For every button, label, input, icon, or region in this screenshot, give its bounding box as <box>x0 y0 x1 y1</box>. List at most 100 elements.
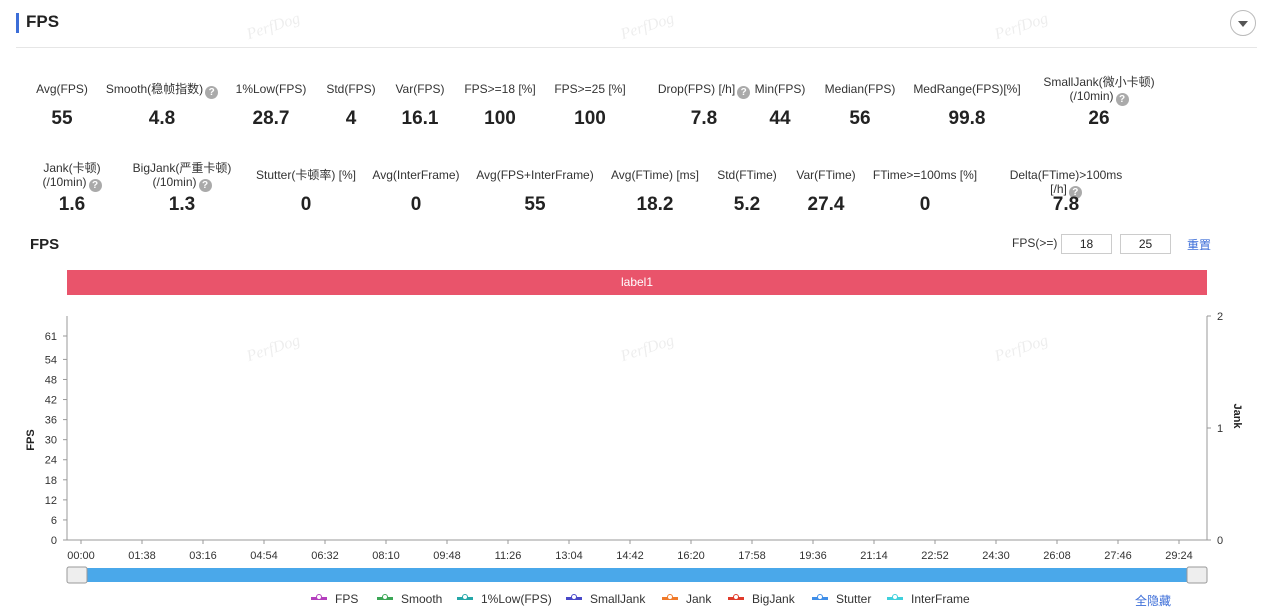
stat-value: 5.2 <box>733 194 761 215</box>
help-question-icon[interactable]: ? <box>88 179 102 192</box>
y-tick-label: 54 <box>45 354 57 366</box>
legend-item[interactable]: 1%Low(FPS) <box>457 592 552 606</box>
stat-value: 16.1 <box>401 108 439 129</box>
stat-label: Drop(FPS) [/h]? <box>639 82 769 99</box>
x-tick-label: 00:00 <box>67 550 95 562</box>
legend-item[interactable]: SmallJank <box>566 592 645 606</box>
x-tick-label: 24:30 <box>982 550 1010 562</box>
stat-label-text: Drop(FPS) [/h] <box>657 82 736 96</box>
legend-swatch-icon <box>812 594 828 601</box>
stat-stats_row1-10: MedRange(FPS)[%] 99.8 <box>902 70 1032 130</box>
fps-threshold-input-2[interactable] <box>1120 234 1171 254</box>
slider-handle-left[interactable] <box>66 566 88 584</box>
y-tick-label: 30 <box>45 435 57 447</box>
stat-label-text: Jank(卡顿) <box>43 161 101 175</box>
x-tick-label: 03:16 <box>189 550 217 562</box>
legend-label: Jank <box>686 592 712 606</box>
stat-label: FPS>=18 [%] <box>435 82 565 96</box>
stat-label: Var(FPS) <box>355 82 485 96</box>
y-tick-label: 61 <box>45 331 57 343</box>
legend-swatch-icon <box>728 594 744 601</box>
legend-label: BigJank <box>752 592 795 606</box>
x-tick-label: 22:52 <box>921 550 949 562</box>
collapse-chevron-icon[interactable] <box>1230 10 1256 36</box>
stat-label-text: Avg(FTime) [ms] <box>610 168 699 182</box>
reset-link[interactable]: 重置 <box>1187 238 1212 252</box>
help-question-icon[interactable]: ? <box>1115 93 1129 106</box>
stat-label-text: Std(FPS) <box>326 82 376 96</box>
stat-stats_row1-8: Min(FPS) 44 <box>715 70 845 130</box>
stat-stats_row2-6: Std(FTime) 5.2 <box>682 156 812 216</box>
stat-value: 56 <box>849 108 871 129</box>
legend-item[interactable]: Stutter <box>812 592 871 606</box>
legend-swatch-icon <box>311 594 327 601</box>
legend-item[interactable]: BigJank <box>728 592 795 606</box>
stat-label-text: FTime>=100ms [%] <box>872 168 978 182</box>
stat-value: 4 <box>345 108 357 129</box>
stat-value: 99.8 <box>948 108 986 129</box>
legend-dot-icon <box>733 594 739 601</box>
legend-label: Stutter <box>836 592 872 606</box>
stat-label-text: 1%Low(FPS) <box>235 82 307 96</box>
legend-item[interactable]: Smooth <box>377 592 442 606</box>
legend-item[interactable]: FPS <box>311 592 358 606</box>
legend-dot-icon <box>817 594 823 601</box>
stat-label: Var(FTime) <box>761 168 891 182</box>
x-tick-label: 26:08 <box>1043 550 1071 562</box>
section-accent-bar <box>16 13 19 33</box>
label-band[interactable]: label1 <box>67 270 1207 295</box>
legend-swatch-icon <box>566 594 582 601</box>
hide-all-button[interactable]: 全隐藏 <box>1135 594 1172 608</box>
stat-label: Avg(FTime) [ms] <box>590 168 720 182</box>
fps-threshold-input-1[interactable] <box>1061 234 1112 254</box>
legend-swatch-icon <box>662 594 678 601</box>
stat-value: 7.8 <box>1052 194 1080 215</box>
y-tick-label: 42 <box>45 395 57 407</box>
y-tick-label: 36 <box>45 415 57 427</box>
legend-dot-icon <box>892 594 898 601</box>
stat-stats_row2-1: BigJank(严重卡顿) (/10min)? 1.3 <box>117 156 247 216</box>
stat-value: 26 <box>1088 108 1110 129</box>
stat-stats_row2-7: Var(FTime) 27.4 <box>761 156 891 216</box>
stat-label-text: MedRange(FPS)[%] <box>913 82 1021 96</box>
stat-stats_row1-7: Drop(FPS) [/h]? 7.8 <box>639 70 769 130</box>
stat-label-text: Median(FPS) <box>824 82 896 96</box>
y-axis-title: FPS <box>25 429 37 450</box>
stat-stats_row1-4: Var(FPS) 16.1 <box>355 70 485 130</box>
stat-value: 27.4 <box>807 194 845 215</box>
x-tick-label: 14:42 <box>616 550 644 562</box>
stat-label: Stutter(卡顿率) [%] <box>241 168 371 182</box>
help-question-icon[interactable]: ? <box>737 86 751 99</box>
stat-label: FTime>=100ms [%] <box>860 168 990 182</box>
y-tick-label: 12 <box>45 495 57 507</box>
stat-value: 1.6 <box>58 194 86 215</box>
legend-item[interactable]: Jank <box>662 592 711 606</box>
stat-value: 55 <box>524 194 546 215</box>
stat-stats_row2-3: Avg(InterFrame) 0 <box>351 156 481 216</box>
legend-label: SmallJank <box>590 592 646 606</box>
stat-value: 18.2 <box>636 194 674 215</box>
legend-dot-icon <box>316 594 322 601</box>
stat-label-unit: (/10min) <box>152 175 197 189</box>
legend-swatch-icon <box>887 594 903 601</box>
stat-value: 0 <box>410 194 422 215</box>
stat-stats_row2-0: Jank(卡顿) (/10min)? 1.6 <box>7 156 137 216</box>
stat-value: 7.8 <box>690 108 718 129</box>
x-tick-label: 17:58 <box>738 550 766 562</box>
legend-item[interactable]: InterFrame <box>887 592 970 606</box>
y-tick-label: 24 <box>45 455 57 467</box>
x-tick-label: 21:14 <box>860 550 888 562</box>
help-question-icon[interactable]: ? <box>198 179 212 192</box>
stat-label-text: Delta(FTime)>100ms [/h] <box>1009 168 1123 196</box>
help-question-icon[interactable]: ? <box>1068 186 1082 199</box>
help-question-icon[interactable]: ? <box>205 86 219 99</box>
stat-label-text: Smooth(稳帧指数) <box>105 82 204 96</box>
time-range-slider[interactable] <box>67 568 1207 582</box>
slider-handle-right[interactable] <box>1186 566 1208 584</box>
stat-stats_row1-11: SmallJank(微小卡顿) (/10min)? 26 <box>1034 70 1164 130</box>
stat-label: Min(FPS) <box>715 82 845 96</box>
stat-label-text: Stutter(卡顿率) [%] <box>255 168 356 182</box>
stat-label: SmallJank(微小卡顿) (/10min)? <box>1034 75 1164 106</box>
y-tick-label: 6 <box>51 515 57 527</box>
